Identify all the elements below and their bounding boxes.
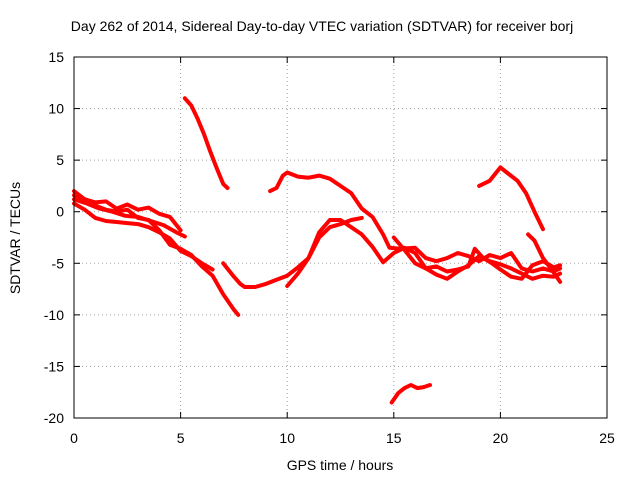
x-tick-label: 0 — [70, 430, 78, 446]
y-tick-label: -15 — [44, 358, 64, 374]
x-tick-label: 25 — [599, 430, 615, 446]
x-tick-label: 20 — [493, 430, 509, 446]
plot-frame — [73, 56, 608, 419]
y-tick-label: 15 — [48, 49, 64, 65]
x-tick-label: 15 — [386, 430, 402, 446]
y-tick-label: -5 — [52, 255, 65, 271]
data-series — [72, 96, 563, 405]
x-tick-label: 10 — [279, 430, 295, 446]
series-track-c — [72, 193, 183, 233]
chart-title: Day 262 of 2014, Sidereal Day-to-day VTE… — [71, 18, 573, 34]
series-track-l — [389, 383, 432, 405]
grid-lines — [74, 57, 607, 418]
series-track-i — [391, 235, 563, 281]
y-tick-label: -20 — [44, 410, 64, 426]
series-track-g — [268, 170, 563, 274]
y-tick-label: -10 — [44, 307, 64, 323]
y-tick-label: 10 — [48, 101, 64, 117]
y-tick-label: 5 — [56, 152, 64, 168]
axis-ticks: 0 5 10 15 20 25 -20 -15 -10 -5 0 5 10 15 — [44, 49, 615, 446]
series-track-j — [526, 232, 563, 284]
series-track-b — [72, 201, 215, 272]
x-tick-label: 5 — [177, 430, 185, 446]
series-track-e — [182, 96, 230, 190]
series-track-f — [221, 215, 364, 289]
y-tick-label: 0 — [56, 204, 64, 220]
y-axis-label: SDTVAR / TECUs — [7, 182, 23, 294]
x-axis-label: GPS time / hours — [287, 457, 394, 473]
series-track-d — [72, 197, 187, 239]
series-track-k — [477, 165, 545, 232]
